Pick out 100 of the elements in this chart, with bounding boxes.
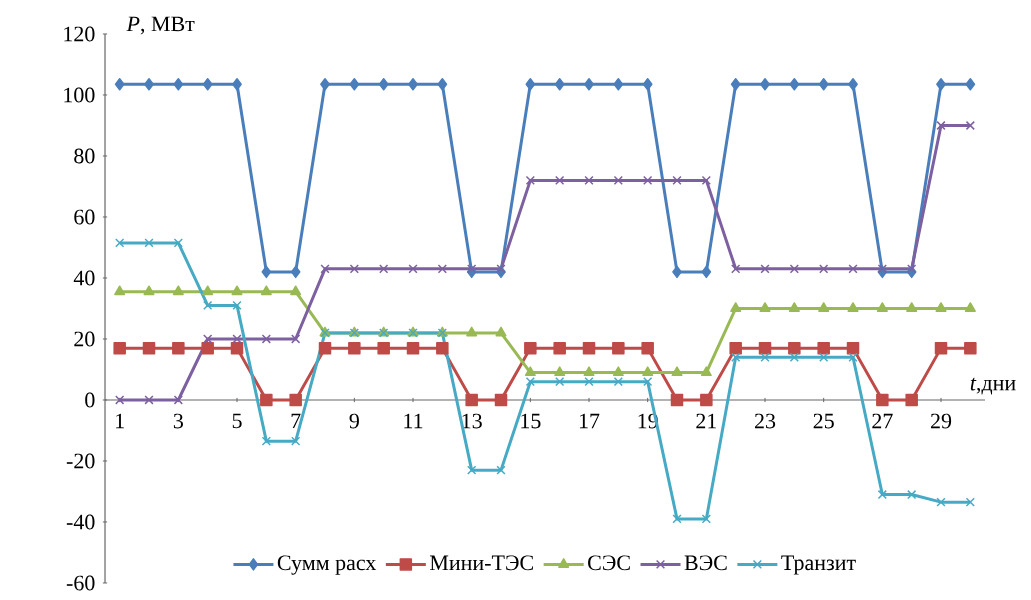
point (582, 341, 596, 355)
point (613, 78, 624, 91)
y-tick-label: -40 (66, 514, 95, 530)
y-tick-label: 0 (85, 392, 95, 408)
point (525, 175, 535, 186)
x-tick-label: 29 (930, 413, 952, 429)
point (965, 78, 976, 91)
point (290, 265, 301, 279)
point (349, 78, 360, 91)
point (291, 334, 301, 344)
point (789, 78, 800, 91)
point (348, 341, 361, 355)
point (231, 285, 243, 296)
point (261, 436, 271, 446)
point (114, 78, 125, 91)
point (906, 302, 918, 312)
point (524, 366, 536, 377)
point (261, 334, 271, 344)
point (203, 300, 213, 311)
point (848, 352, 858, 362)
point (612, 341, 625, 355)
x-tick-label: 3 (173, 413, 183, 429)
point (700, 366, 712, 377)
point (964, 341, 977, 355)
point (142, 341, 156, 355)
point (408, 264, 418, 274)
point (760, 78, 770, 91)
point (377, 341, 390, 355)
point (232, 334, 242, 344)
point (173, 395, 183, 405)
point (260, 393, 273, 407)
point (788, 302, 800, 312)
point (203, 334, 213, 344)
point (553, 341, 566, 355)
point (172, 285, 184, 296)
legend-label: Мини-ТЭС (429, 555, 533, 571)
point (554, 78, 565, 91)
point (760, 264, 770, 274)
y-tick-label: 60 (74, 209, 95, 225)
point (584, 377, 594, 387)
point (113, 341, 126, 355)
point (320, 264, 330, 274)
point (935, 302, 947, 312)
point (907, 489, 917, 500)
point (378, 78, 389, 91)
point (788, 341, 801, 355)
point (730, 78, 741, 91)
point (672, 265, 682, 279)
point (467, 264, 477, 274)
point (847, 302, 859, 312)
point (789, 264, 799, 274)
point (408, 78, 418, 91)
point (290, 285, 302, 296)
point (320, 78, 330, 91)
point (173, 78, 184, 91)
point (846, 341, 860, 355)
point (731, 352, 741, 362)
legend-label: Транзит (781, 555, 856, 575)
point (494, 393, 508, 407)
point (758, 341, 772, 355)
legend-label: СЭС (588, 555, 630, 571)
point (232, 78, 242, 91)
legend-label: Сумм расх (277, 555, 377, 575)
point (964, 302, 976, 312)
point (848, 264, 858, 274)
point (818, 302, 830, 312)
point (260, 285, 272, 296)
point (143, 285, 155, 296)
point (819, 352, 829, 362)
x-tick-label: 17 (579, 413, 600, 429)
point (613, 175, 623, 186)
point (641, 341, 654, 355)
point (114, 285, 126, 296)
point (701, 514, 711, 524)
point (144, 395, 154, 405)
legend-label: ВЭС (684, 555, 727, 571)
point (819, 264, 829, 274)
y-axis-title: P, МВт (126, 16, 195, 35)
x-tick-label: 13 (462, 413, 482, 429)
point (936, 497, 946, 507)
y-tick-label: 120 (64, 26, 95, 42)
point (554, 366, 566, 377)
point (202, 285, 214, 296)
point (672, 514, 682, 524)
point (201, 341, 214, 355)
point (584, 175, 594, 186)
point (437, 264, 447, 274)
point (760, 352, 770, 362)
point (789, 352, 799, 362)
point (818, 78, 829, 91)
point (466, 326, 478, 337)
point (465, 393, 478, 407)
point (936, 120, 946, 131)
point (555, 377, 565, 387)
point (612, 366, 624, 377)
point (642, 366, 654, 377)
point (670, 393, 684, 407)
point (289, 393, 302, 407)
point (144, 78, 154, 91)
point (436, 341, 449, 355)
